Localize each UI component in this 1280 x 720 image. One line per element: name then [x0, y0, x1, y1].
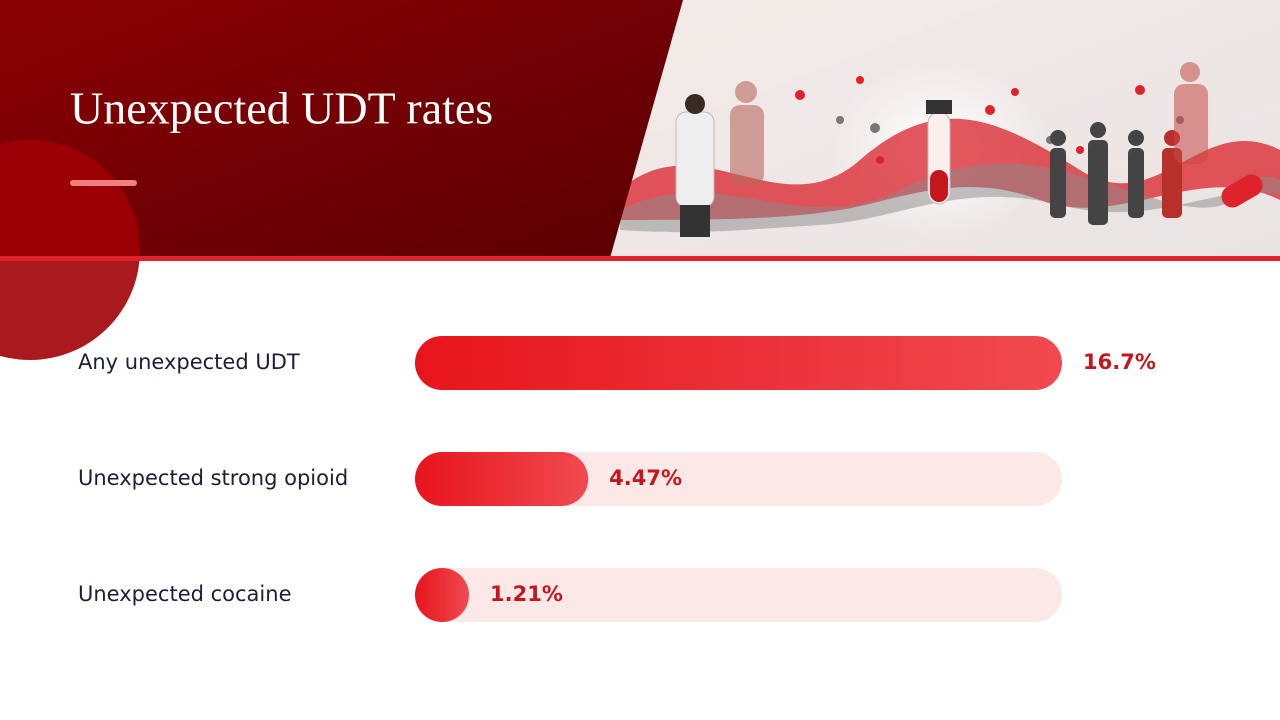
value-label: 1.21% [490, 582, 563, 606]
slide-title: Unexpected UDT rates [70, 83, 493, 134]
bar-chart: Any unexpected UDT 16.7% Unexpected strong… [78, 336, 1156, 622]
bar [415, 452, 589, 506]
value-label: 4.47% [609, 466, 682, 490]
value-label: 16.7% [1083, 350, 1156, 374]
bar-track [415, 568, 1062, 622]
header-panel [0, 0, 683, 258]
header-illustration [600, 0, 1280, 258]
category-label: Unexpected strong opioid [78, 466, 348, 490]
category-label: Any unexpected UDT [78, 350, 300, 374]
category-label: Unexpected cocaine [78, 582, 292, 606]
bar [415, 568, 469, 622]
header-decoration [0, 140, 140, 360]
header-rule [0, 256, 1280, 261]
bar [415, 336, 1062, 390]
title-underline [70, 180, 137, 186]
